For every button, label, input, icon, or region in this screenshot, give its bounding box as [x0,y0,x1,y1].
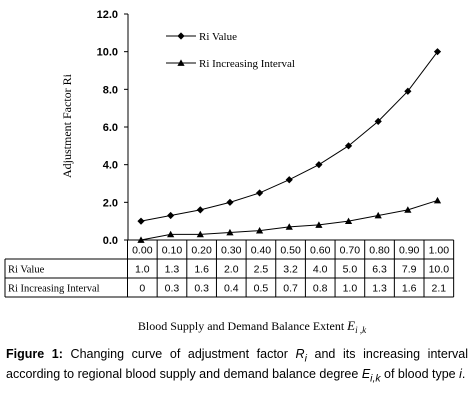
data-point-diamond [256,189,264,197]
data-point-diamond [433,48,442,56]
data-label: 1.0 [343,283,358,295]
table-row-label: Ri Value [8,265,45,276]
data-label: 1.3 [165,264,180,276]
x-tick-label: 0.80 [369,245,390,257]
data-label: 2.1 [432,283,447,295]
data-label: 6.3 [372,264,387,276]
caption-var-r: R [295,347,305,361]
x-tick-label: 0.90 [399,245,420,257]
caption-text-3: of blood type [380,366,460,381]
data-point-diamond [177,32,185,40]
x-axis-title: Blood Supply and Demand Balance Extent E… [138,318,367,335]
data-label: 2.0 [224,264,239,276]
caption-var-e: E [361,366,371,381]
data-label: 10.0 [429,264,450,276]
y-axis-title: Adjustment Factor Ri [60,73,74,178]
caption-var-i: i [459,366,462,381]
data-label: 0.5 [254,283,269,295]
y-tick-label: 2.0 [103,197,118,209]
y-tick-label: 8.0 [103,84,118,96]
x-axis-title-symbol: E [346,318,355,333]
data-point-triangle [404,206,412,213]
data-label: 0 [139,283,145,295]
legend-label: Ri Value [199,31,237,43]
data-label: 5.0 [343,264,358,276]
x-tick-label: 0.60 [310,245,331,257]
data-label: 1.0 [135,264,150,276]
data-label: 1.6 [194,264,209,276]
data-point-triangle [285,223,293,230]
data-label: 2.5 [254,264,269,276]
x-tick-label: 0.50 [280,245,301,257]
caption-var-e-sub: i,k [370,373,381,384]
y-tick-label: 4.0 [103,160,118,172]
series-line-1 [140,51,438,222]
y-tick-label: 0.0 [103,235,118,247]
data-label: 0.3 [165,283,180,295]
data-point-diamond [315,161,323,169]
chart: 0.0 2.0 4.0 6.0 8.0 10.0 12.0 Ri Value Ri Incre… [4,9,455,335]
data-point-triangle [256,226,264,234]
data-point-triangle [344,217,353,225]
y-tick-label: 6.0 [103,122,118,134]
legend: Ri Value Ri Increasing Interval [166,31,295,70]
data-point-triangle [167,230,175,238]
x-tick-label: 0.70 [340,245,361,257]
x-tick-label: 0.20 [191,245,212,257]
x-tick-label: 0.10 [162,245,183,257]
data-point-triangle [226,228,234,236]
data-point-diamond [404,87,412,95]
series-line-2 [140,199,438,241]
data-point-diamond [344,142,353,150]
data-point-triangle [196,230,204,238]
x-tick-label: 0.30 [221,245,242,257]
data-point-triangle [374,211,382,219]
figure-caption: Figure 1: Changing curve of adjustment f… [6,347,468,386]
legend-label: Ri Increasing Interval [199,58,295,70]
y-tick-label: 12.0 [97,9,118,21]
data-table: 0.00 0.10 0.20 0.30 0.40 0.50 0.60 0.70 0.80 0.90… [4,239,455,298]
x-axis-title-subscript: i ,k [355,325,367,335]
data-point-diamond [137,217,145,225]
axis-layer: 0.0 2.0 4.0 6.0 8.0 10.0 12.0 [97,9,129,247]
data-label: 7.9 [402,264,417,276]
caption-label: Figure 1: [6,347,63,361]
data-point-diamond [285,176,293,184]
data-label: 1.6 [402,283,417,295]
caption-text-2: and its increasing interval according to… [6,347,468,381]
data-point-diamond [374,117,382,125]
x-axis-title-text: Blood Supply and Demand Balance Extent [138,319,347,333]
table-row-label: Ri Increasing Interval [8,284,100,295]
caption-text-4: . [461,366,466,381]
data-label: 1.3 [372,283,387,295]
x-tick-label: 0.00 [132,245,153,257]
data-label: 0.4 [224,283,239,295]
data-label: 0.3 [194,283,209,295]
data-point-triangle [433,196,442,204]
x-tick-label: 1.00 [429,245,450,257]
data-point-triangle [315,221,323,228]
data-point-diamond [226,198,234,206]
data-point-diamond [196,206,204,214]
x-tick-label: 0.40 [251,245,272,257]
data-label: 3.2 [283,264,298,276]
caption-var-r-sub: i [304,353,307,365]
data-label: 0.7 [283,283,298,295]
series-layer [137,48,442,243]
data-label: 0.8 [313,283,328,295]
data-label: 4.0 [313,264,328,276]
data-point-triangle [177,59,185,66]
y-tick-label: 10.0 [97,47,118,59]
caption-text-1: Changing curve of adjustment factor [62,347,296,361]
data-point-diamond [167,211,175,220]
